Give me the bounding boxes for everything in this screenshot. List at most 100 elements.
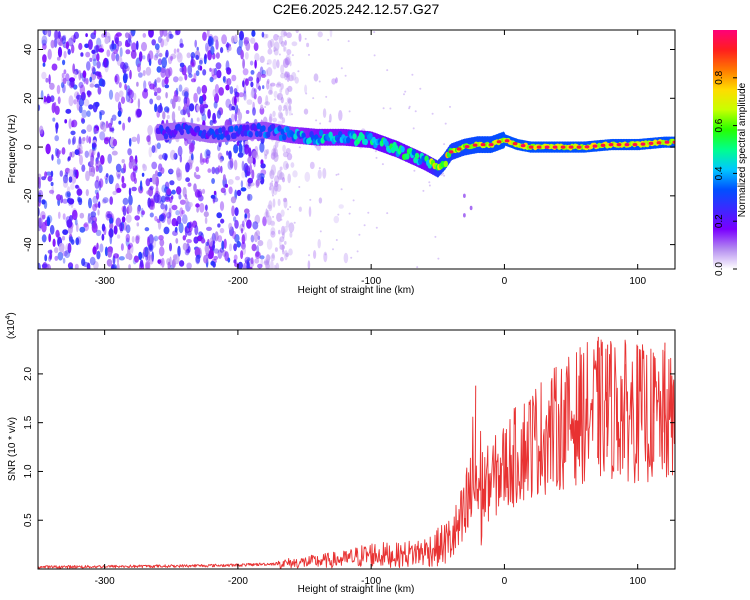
noise-blob [73, 70, 77, 79]
noise-blob [195, 174, 201, 180]
noise-blob [158, 246, 165, 257]
noise-blob [286, 49, 292, 55]
noise-blob [57, 30, 61, 39]
y-tick-label: -20 [23, 188, 34, 203]
ridge-peak [472, 143, 478, 147]
noise-blob [108, 228, 114, 238]
noise-blob [66, 219, 73, 228]
noise-blob [289, 231, 293, 238]
noise-blob [283, 31, 288, 36]
noise-blob [183, 103, 188, 109]
noise-blob [264, 153, 268, 160]
noise-blob [278, 238, 282, 247]
noise-blob [97, 86, 102, 95]
ridge-peak [568, 145, 574, 149]
noise-blob [262, 216, 267, 227]
noise-blob [282, 249, 285, 255]
noise-blob [149, 185, 154, 191]
noise-blob [59, 170, 63, 177]
spectrogram-y-label: Frequency (Hz) [7, 115, 18, 184]
noise-blob [291, 71, 297, 81]
noise-blob [141, 210, 146, 216]
ridge-core [226, 134, 231, 141]
noise-blob [135, 235, 140, 244]
noise-blob [308, 206, 312, 218]
noise-dot [356, 250, 359, 253]
x-tick-label: 100 [629, 576, 646, 587]
noise-blob [193, 72, 197, 83]
noise-blob [269, 113, 273, 123]
tail-point [463, 213, 466, 218]
noise-blob [278, 104, 283, 112]
noise-blob [166, 212, 172, 219]
noise-blob [141, 252, 145, 259]
noise-blob [125, 253, 130, 260]
noise-blob [109, 223, 114, 228]
noise-dot [276, 154, 279, 157]
noise-blob [207, 109, 211, 119]
noise-blob [103, 226, 107, 236]
noise-blob [288, 104, 292, 111]
noise-blob [220, 187, 226, 194]
noise-blob [74, 68, 79, 75]
noise-blob [53, 38, 58, 48]
noise-blob [179, 67, 184, 73]
noise-blob [156, 95, 162, 101]
noise-blob [171, 204, 178, 211]
noise-blob [138, 251, 143, 261]
noise-blob [94, 83, 100, 88]
spectrogram-ridge [155, 121, 675, 218]
noise-blob [105, 173, 109, 178]
ridge-peak [632, 143, 638, 147]
noise-blob [114, 91, 120, 103]
ridge-core [443, 160, 448, 168]
noise-blob [58, 242, 65, 253]
noise-blob [61, 72, 65, 78]
noise-blob [233, 96, 237, 106]
noise-blob [111, 51, 116, 62]
noise-blob [229, 86, 234, 95]
noise-blob [71, 137, 75, 146]
noise-blob [176, 52, 183, 63]
noise-blob [155, 170, 158, 177]
noise-blob [136, 81, 139, 87]
noise-blob [280, 64, 285, 75]
ridge-core [338, 131, 343, 138]
noise-blob [49, 249, 53, 260]
noise-blob [254, 251, 261, 259]
noise-blob [47, 48, 52, 60]
noise-blob [49, 224, 55, 235]
noise-blob [149, 98, 154, 105]
noise-blob [234, 34, 238, 43]
noise-blob [231, 106, 236, 111]
noise-blob [196, 117, 200, 122]
noise-blob [211, 68, 216, 77]
noise-blob [53, 30, 59, 40]
noise-blob [169, 180, 175, 186]
noise-blob [72, 167, 77, 175]
ridge-peak [648, 141, 654, 145]
noise-blob [216, 69, 222, 79]
ridge-core [179, 128, 185, 136]
noise-blob [81, 109, 88, 118]
noise-blob [167, 261, 171, 269]
noise-blob [287, 98, 293, 105]
noise-blob [231, 205, 235, 217]
noise-blob [179, 207, 184, 217]
noise-dot [352, 199, 355, 202]
noise-blob [54, 247, 59, 254]
noise-blob [248, 76, 254, 82]
noise-blob [234, 207, 239, 217]
noise-blob [263, 260, 270, 266]
noise-blob [231, 74, 237, 82]
noise-blob [286, 73, 290, 83]
noise-blob [263, 149, 268, 157]
snr-x-label: Height of straight line (km) [298, 584, 415, 595]
noise-blob [71, 44, 75, 54]
ridge-peak [656, 141, 662, 145]
noise-blob [156, 142, 161, 150]
noise-blob [254, 59, 257, 69]
noise-blob [85, 170, 90, 182]
noise-blob [160, 38, 165, 48]
noise-dot [287, 208, 289, 211]
